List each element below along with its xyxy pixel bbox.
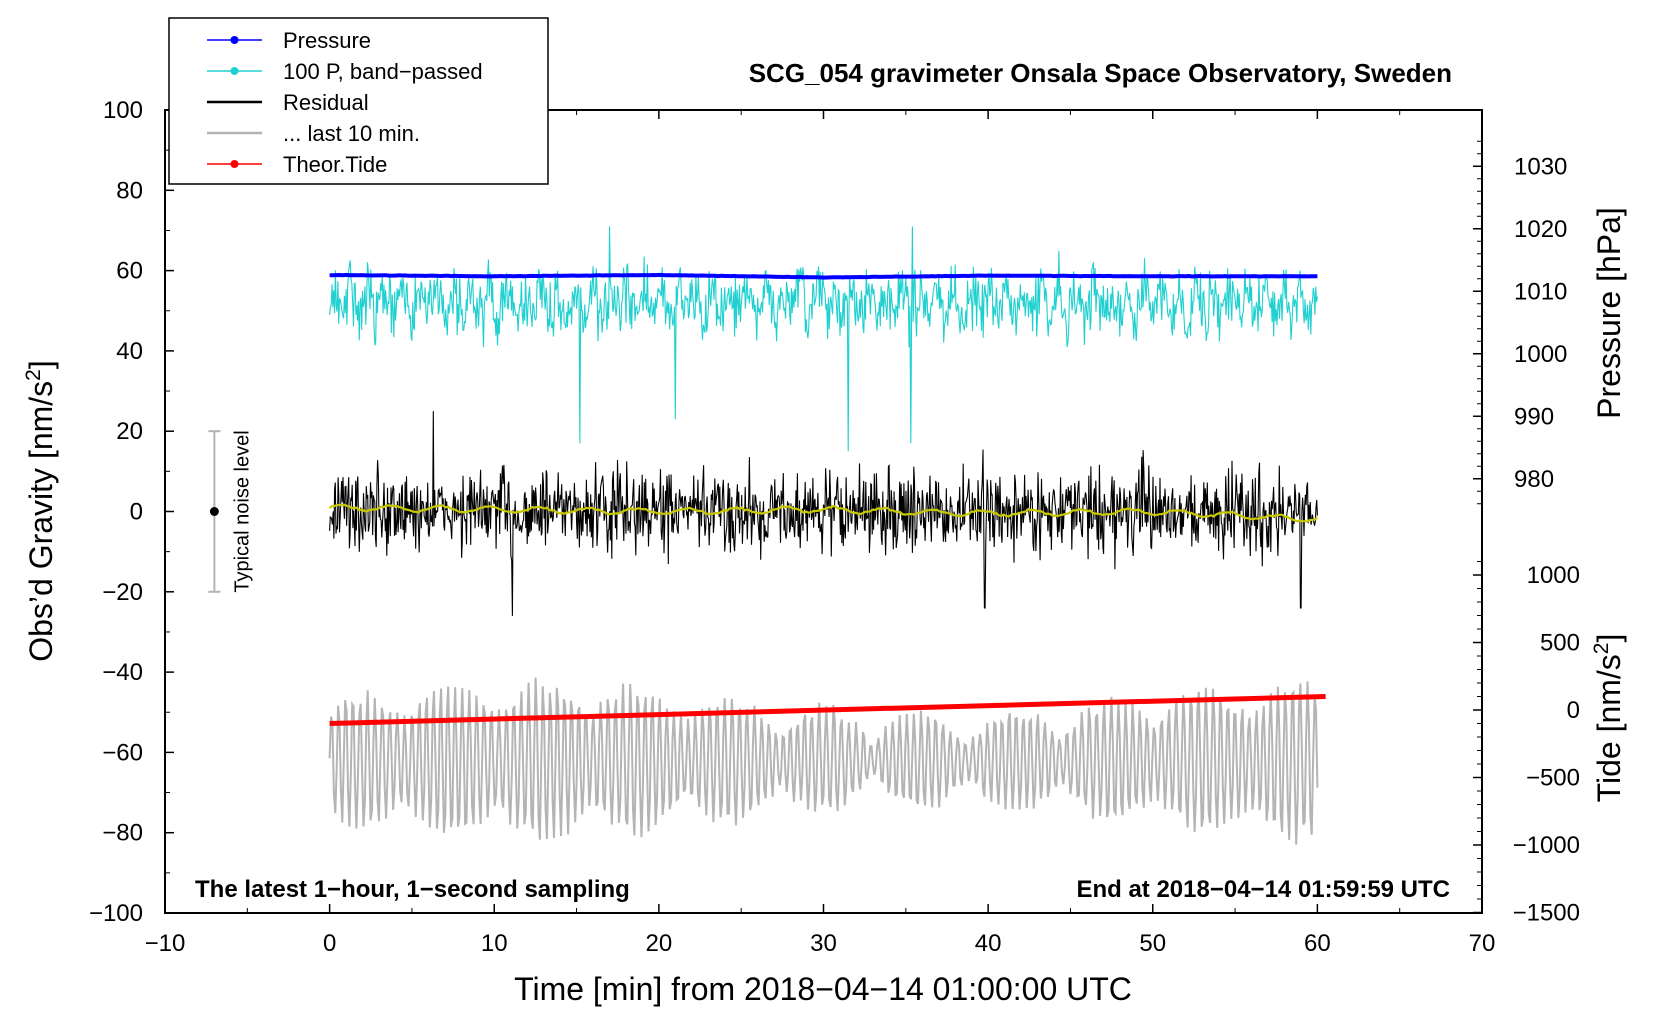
- pressure-tick-label: 1020: [1514, 216, 1567, 243]
- ticks-layer: −10 0 10 20 30 40 50 60 70100806040200−20−40−60−…: [89, 97, 1580, 957]
- pressure-tick-label: 980: [1514, 466, 1554, 493]
- x-tick-label: −10: [145, 930, 186, 957]
- series-theoretical-tide: [329, 694, 1326, 726]
- y-tick-label-left: −100: [89, 900, 143, 927]
- x-tick-label: 50: [1139, 930, 1166, 957]
- y-axis-label-pressure: Pressure [hPa]: [1591, 207, 1627, 419]
- legend-label: Residual: [283, 90, 369, 115]
- series-band-passed-pressure: [329, 226, 1318, 452]
- x-tick-label: 70: [1469, 930, 1496, 957]
- y-tick-label-left: 60: [116, 258, 143, 285]
- series-pressure: [329, 272, 1318, 280]
- x-tick-label: 20: [646, 930, 673, 957]
- legend: Pressure 100 P, band−passed Residual ... la…: [168, 17, 549, 185]
- y-tick-label-left: −60: [102, 739, 143, 766]
- legend-label: Pressure: [283, 28, 371, 53]
- legend-items: Pressure 100 P, band−passed Residual ... la…: [207, 28, 483, 177]
- y-tick-label-left: 100: [103, 97, 143, 124]
- y-axis-label-tide-sup: 2: [1590, 643, 1613, 655]
- pressure-tick-label: 1000: [1514, 341, 1567, 368]
- y-tick-label-left: 20: [116, 418, 143, 445]
- series-last-10-min: [328, 677, 1319, 845]
- legend-label: Theor.Tide: [283, 152, 387, 177]
- noise-bar-center-dot: [209, 507, 219, 516]
- y-tick-label-left: 80: [116, 177, 143, 204]
- y-axis-label-left-main: Obs’d Gravity [nm/s: [23, 381, 59, 662]
- series-layer: [328, 226, 1326, 845]
- y-tick-label-left: −80: [102, 820, 143, 847]
- legend-label: ... last 10 min.: [283, 121, 420, 146]
- y-axis-label-left: Obs’d Gravity [nm/s2]: [22, 360, 59, 662]
- tide-tick-label: 500: [1540, 630, 1580, 657]
- tide-tick-label: 1000: [1527, 562, 1580, 589]
- y-axis-label-left-end: ]: [23, 360, 59, 369]
- x-axis-label: Time [min] from 2018−04−14 01:00:00 UTC: [514, 971, 1132, 1007]
- y-axis-label-tide: Tide [nm/s2]: [1590, 634, 1627, 803]
- x-tick-label: 10: [481, 930, 508, 957]
- y-axis-label-tide-end: ]: [1591, 634, 1627, 643]
- x-tick-label: 40: [975, 930, 1002, 957]
- legend-swatch-marker: [230, 160, 239, 168]
- noise-bar-label: Typical noise level: [231, 430, 253, 592]
- annotation-sampling: The latest 1−hour, 1−second sampling: [195, 876, 630, 903]
- pressure-tick-label: 990: [1514, 403, 1554, 430]
- tide-tick-label: 0: [1567, 697, 1580, 724]
- legend-swatch-marker: [230, 67, 239, 75]
- y-tick-label-left: −40: [102, 659, 143, 686]
- y-tick-label-left: 0: [130, 499, 143, 526]
- x-tick-label: 60: [1304, 930, 1331, 957]
- y-tick-label-left: −20: [102, 579, 143, 606]
- x-tick-label: 30: [810, 930, 837, 957]
- y-tick-label-left: 40: [116, 338, 143, 365]
- pressure-tick-label: 1030: [1514, 153, 1567, 180]
- series-residual: [329, 411, 1318, 616]
- legend-swatch-marker: [230, 36, 239, 44]
- series-smoothed-residual: [328, 503, 1319, 523]
- pressure-tick-label: 1010: [1514, 278, 1567, 305]
- x-tick-label: 0: [323, 930, 336, 957]
- legend-label: 100 P, band−passed: [283, 59, 483, 84]
- noise-bar: Typical noise level: [208, 430, 253, 593]
- tide-tick-label: −500: [1526, 765, 1580, 792]
- tide-tick-label: −1000: [1513, 832, 1580, 859]
- tide-tick-label: −1500: [1513, 900, 1580, 927]
- y-axis-label-left-sup: 2: [22, 369, 45, 381]
- chart-title: SCG_054 gravimeter Onsala Space Observat…: [749, 58, 1452, 88]
- annotation-end-time: End at 2018−04−14 01:59:59 UTC: [1076, 876, 1450, 903]
- y-axis-label-tide-main: Tide [nm/s: [1591, 654, 1627, 802]
